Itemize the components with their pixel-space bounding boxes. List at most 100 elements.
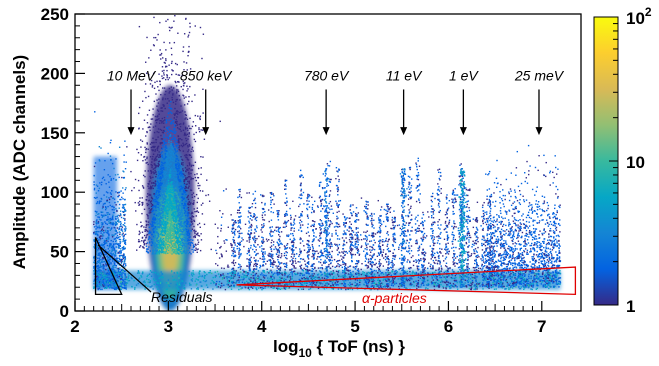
data-point bbox=[166, 227, 168, 229]
data-point bbox=[188, 203, 191, 206]
data-point bbox=[191, 223, 194, 225]
data-point bbox=[149, 188, 152, 190]
data-point bbox=[165, 121, 168, 124]
data-point bbox=[354, 268, 357, 270]
data-point bbox=[158, 151, 160, 153]
data-point bbox=[255, 253, 258, 255]
data-point bbox=[96, 237, 99, 240]
data-point bbox=[174, 137, 176, 139]
data-point bbox=[163, 158, 165, 160]
data-point bbox=[111, 216, 114, 218]
data-point bbox=[121, 233, 124, 236]
data-point bbox=[371, 285, 374, 287]
data-point bbox=[96, 278, 98, 280]
data-point bbox=[306, 197, 309, 200]
data-point bbox=[193, 236, 195, 238]
data-point bbox=[249, 262, 251, 265]
data-point bbox=[168, 141, 170, 144]
data-point bbox=[163, 41, 165, 44]
data-point bbox=[105, 253, 108, 255]
data-point bbox=[123, 204, 126, 206]
data-point bbox=[168, 173, 171, 176]
data-point bbox=[153, 182, 155, 185]
data-point bbox=[148, 242, 151, 244]
data-point bbox=[184, 154, 186, 157]
data-point bbox=[238, 252, 240, 254]
data-point bbox=[278, 210, 280, 212]
data-point bbox=[96, 260, 99, 263]
data-point bbox=[168, 251, 171, 253]
data-point bbox=[154, 219, 156, 221]
data-point bbox=[162, 132, 165, 134]
data-point bbox=[238, 276, 240, 279]
data-point bbox=[327, 184, 330, 187]
data-point bbox=[183, 228, 185, 230]
data-point bbox=[98, 247, 100, 250]
data-point bbox=[157, 177, 159, 179]
data-point bbox=[190, 239, 192, 241]
data-point bbox=[169, 193, 171, 196]
data-point bbox=[180, 144, 183, 147]
data-point bbox=[357, 268, 360, 270]
data-point bbox=[169, 188, 172, 191]
data-point bbox=[140, 146, 142, 148]
data-point bbox=[106, 277, 108, 279]
data-point bbox=[181, 238, 184, 240]
data-point bbox=[170, 27, 172, 29]
data-point bbox=[157, 161, 160, 163]
data-point bbox=[334, 244, 337, 246]
data-point bbox=[366, 253, 369, 255]
data-point bbox=[286, 235, 288, 237]
data-point bbox=[185, 236, 188, 238]
data-point bbox=[157, 223, 160, 225]
data-point bbox=[101, 285, 104, 288]
data-point bbox=[167, 178, 169, 180]
data-point bbox=[180, 204, 183, 206]
data-point bbox=[119, 210, 122, 212]
data-point bbox=[97, 234, 99, 237]
data-point bbox=[123, 161, 125, 163]
data-point bbox=[112, 243, 115, 245]
data-point bbox=[121, 230, 124, 232]
data-point bbox=[234, 234, 236, 236]
data-point bbox=[143, 243, 146, 245]
data-point bbox=[327, 255, 329, 258]
data-point bbox=[171, 217, 174, 219]
data-point bbox=[240, 265, 242, 268]
data-point bbox=[314, 252, 316, 255]
data-point bbox=[328, 180, 331, 183]
data-point bbox=[168, 166, 170, 169]
data-point bbox=[172, 94, 174, 96]
data-point bbox=[122, 176, 125, 179]
data-point bbox=[308, 263, 310, 265]
data-point bbox=[260, 250, 263, 252]
data-point bbox=[192, 215, 195, 218]
data-point bbox=[173, 20, 175, 22]
data-point bbox=[102, 280, 104, 282]
data-point bbox=[185, 183, 187, 186]
data-point bbox=[113, 207, 115, 209]
data-point bbox=[117, 269, 119, 271]
data-point bbox=[367, 265, 370, 267]
data-point bbox=[253, 213, 255, 215]
data-point bbox=[134, 178, 137, 181]
data-point bbox=[176, 240, 178, 243]
data-point bbox=[145, 147, 148, 150]
data-point bbox=[197, 223, 199, 226]
data-point bbox=[147, 193, 149, 195]
data-point bbox=[284, 214, 287, 217]
data-point bbox=[175, 100, 177, 103]
data-point bbox=[255, 230, 257, 233]
data-point bbox=[172, 93, 174, 95]
data-point bbox=[169, 182, 172, 184]
data-point bbox=[169, 212, 171, 214]
data-point bbox=[156, 226, 158, 228]
data-point bbox=[93, 189, 96, 191]
data-point bbox=[155, 230, 157, 233]
data-point bbox=[108, 218, 110, 220]
data-point bbox=[97, 216, 99, 218]
data-point bbox=[110, 278, 112, 280]
data-point bbox=[116, 192, 119, 194]
data-point bbox=[164, 216, 166, 219]
data-point bbox=[96, 219, 98, 221]
